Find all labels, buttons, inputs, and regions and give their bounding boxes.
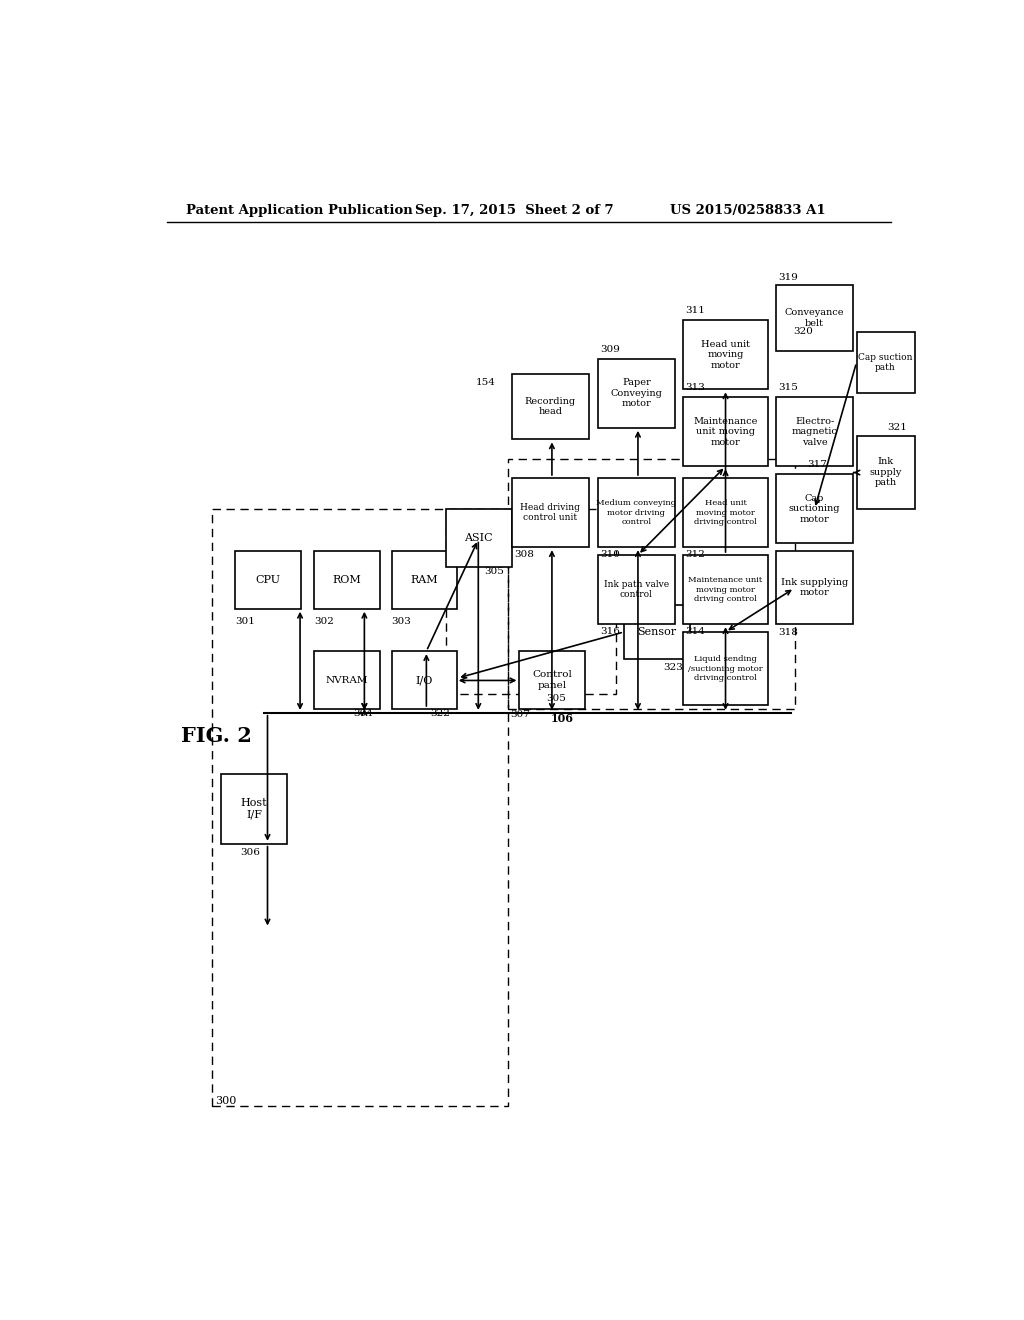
Text: 302: 302: [314, 616, 334, 626]
Text: Conveyance
belt: Conveyance belt: [785, 309, 845, 327]
Text: 312: 312: [685, 549, 706, 558]
Text: 317: 317: [807, 461, 826, 470]
Bar: [856, 436, 914, 508]
Text: Head unit
moving motor
driving control: Head unit moving motor driving control: [694, 499, 757, 525]
Text: 320: 320: [793, 326, 813, 335]
Text: Paper
Conveying
motor: Paper Conveying motor: [610, 379, 663, 408]
Bar: [776, 552, 853, 624]
Bar: [776, 285, 853, 351]
Bar: [856, 331, 914, 393]
Text: RAM: RAM: [411, 576, 438, 585]
Text: 303: 303: [391, 616, 412, 626]
Bar: [598, 359, 675, 428]
Text: 313: 313: [685, 384, 706, 392]
Text: US 2015/0258833 A1: US 2015/0258833 A1: [671, 205, 826, 218]
Text: 309: 309: [600, 345, 620, 354]
Text: Liquid sending
/suctioning motor
driving control: Liquid sending /suctioning motor driving…: [688, 655, 763, 681]
Text: I/O: I/O: [416, 675, 433, 685]
Text: 300: 300: [215, 1096, 237, 1106]
Text: 319: 319: [778, 273, 798, 281]
Bar: [776, 474, 853, 544]
Text: 316: 316: [600, 627, 620, 635]
Text: Head unit
moving
motor: Head unit moving motor: [701, 339, 750, 370]
Text: 315: 315: [778, 384, 798, 392]
Bar: [212, 508, 508, 1106]
Text: 305: 305: [547, 693, 566, 702]
Bar: [598, 478, 675, 548]
Text: 301: 301: [234, 616, 255, 626]
Text: NVRAM: NVRAM: [326, 676, 369, 685]
Text: 154: 154: [476, 378, 496, 387]
Bar: [683, 321, 768, 389]
Text: 304: 304: [352, 709, 373, 718]
Text: Electro-
magnetic
valve: Electro- magnetic valve: [792, 417, 838, 446]
Bar: [512, 374, 589, 440]
Bar: [519, 651, 586, 709]
Text: 305: 305: [484, 566, 505, 576]
Text: ASIC: ASIC: [464, 533, 493, 543]
Bar: [445, 508, 512, 566]
Text: Cap
suctioning
motor: Cap suctioning motor: [788, 494, 841, 524]
Text: Patent Application Publication: Patent Application Publication: [186, 205, 413, 218]
Bar: [624, 605, 690, 659]
Text: Maintenance unit
moving motor
driving control: Maintenance unit moving motor driving co…: [688, 577, 763, 603]
Text: 308: 308: [514, 549, 534, 558]
Bar: [512, 478, 589, 548]
Text: Ink path valve
control: Ink path valve control: [604, 579, 669, 599]
Text: Maintenance
unit moving
motor: Maintenance unit moving motor: [693, 417, 758, 446]
Bar: [445, 508, 616, 693]
Text: CPU: CPU: [255, 576, 281, 585]
Text: 321: 321: [888, 422, 907, 432]
Text: Control
panel: Control panel: [532, 671, 572, 690]
Text: 311: 311: [685, 306, 706, 315]
Bar: [391, 651, 458, 709]
Text: Ink
supply
path: Ink supply path: [869, 457, 902, 487]
Bar: [314, 552, 380, 609]
Bar: [508, 459, 795, 709]
Bar: [683, 397, 768, 466]
Text: 306: 306: [241, 847, 260, 857]
Bar: [776, 397, 853, 466]
Text: Head driving
control unit: Head driving control unit: [520, 503, 581, 523]
Text: Ink supplying
motor: Ink supplying motor: [781, 578, 848, 598]
Text: Sensor: Sensor: [637, 627, 677, 638]
Bar: [221, 775, 287, 843]
Text: 106: 106: [550, 713, 573, 723]
Text: 310: 310: [600, 549, 620, 558]
Text: FIG. 2: FIG. 2: [180, 726, 252, 746]
Text: 322: 322: [430, 709, 451, 718]
Text: Host
I/F: Host I/F: [241, 799, 267, 820]
Text: 314: 314: [685, 627, 706, 635]
Text: 323: 323: [663, 663, 683, 672]
Bar: [314, 651, 380, 709]
Text: 307: 307: [510, 710, 530, 718]
Text: Sep. 17, 2015  Sheet 2 of 7: Sep. 17, 2015 Sheet 2 of 7: [415, 205, 613, 218]
Bar: [234, 552, 301, 609]
Text: Cap suction
path: Cap suction path: [858, 352, 912, 372]
Bar: [683, 632, 768, 705]
Text: 318: 318: [778, 628, 798, 638]
Text: Recording
head: Recording head: [525, 397, 575, 416]
Bar: [683, 554, 768, 624]
Text: Medium conveying
motor driving
control: Medium conveying motor driving control: [596, 499, 677, 525]
Bar: [391, 552, 458, 609]
Bar: [683, 478, 768, 548]
Text: ROM: ROM: [333, 576, 361, 585]
Bar: [598, 554, 675, 624]
